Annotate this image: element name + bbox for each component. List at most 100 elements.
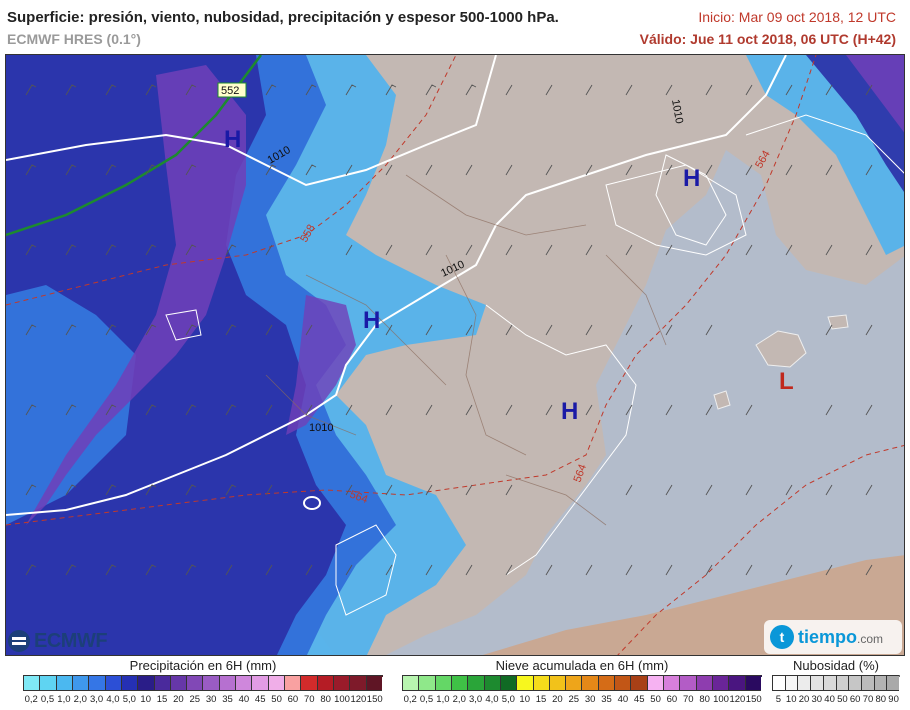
precip-legend-tick: 70 <box>304 694 315 705</box>
ecmwf-logo-text: ECMWF <box>34 629 108 652</box>
high-pressure-center: H <box>224 126 241 153</box>
precip-legend-tick: 120 <box>350 694 367 705</box>
snow-legend-swatch <box>581 675 598 691</box>
precip-legend-swatch <box>137 675 154 691</box>
snow-legend-swatch <box>711 675 729 691</box>
precip-legend-swatch <box>39 675 56 691</box>
snow-legend-tick: 30 <box>584 694 596 705</box>
snow-legend-swatch <box>695 675 712 691</box>
cloud-legend-tick: 40 <box>824 694 835 705</box>
cloud-legend-arrow <box>899 675 901 677</box>
precip-legend-swatch <box>153 675 170 691</box>
cloud-legend-swatch <box>848 675 861 691</box>
init-time: Inicio: Mar 09 oct 2018, 12 UTC <box>698 9 896 25</box>
snow-legend-swatch <box>418 675 435 691</box>
cloud-legend-swatch <box>784 675 798 691</box>
isobar-label: 1010 <box>669 98 685 124</box>
cloud-legend-swatch <box>835 675 849 691</box>
snow-legend-swatch <box>434 675 451 691</box>
snow-legend-tick: 120 <box>729 694 746 705</box>
precip-legend-swatch <box>23 675 40 691</box>
snow-legend-swatch <box>467 675 484 691</box>
precip-core <box>26 65 246 525</box>
precip-legend-tick: 80 <box>320 694 331 705</box>
isobar-1010-a <box>6 55 497 187</box>
tiempo-logo[interactable]: t tiempo.com <box>764 620 902 654</box>
cloud-legend-tick: 90 <box>888 694 899 705</box>
precip-legend-swatch <box>251 675 268 691</box>
snow-legend-tick: 20 <box>552 694 563 705</box>
snow-legend-tick: 50 <box>650 694 661 705</box>
snow-legend-swatch <box>597 675 615 691</box>
snow-legend-tick: 35 <box>601 694 612 705</box>
precip-legend-tick: 2,0 <box>73 694 87 705</box>
balearic-islands <box>755 330 807 368</box>
precip-legend-swatch <box>55 675 72 691</box>
snow-legend-swatch <box>402 675 419 691</box>
precip-legend-tick: 150 <box>366 694 383 705</box>
precip-legend-tick: 0,2 <box>24 694 38 705</box>
snow-legend-tick: 3,0 <box>469 694 483 705</box>
cloud-legend-swatch <box>822 675 836 691</box>
precip-legend-tick: 25 <box>189 694 201 705</box>
precip-legend-swatch <box>169 675 187 691</box>
snow-legend-swatch <box>516 675 533 691</box>
snow-legend-swatch <box>614 675 631 691</box>
snow-legend-swatch <box>663 675 680 691</box>
precip-legend-tick: 30 <box>205 694 217 705</box>
snow-legend-tick: 0,5 <box>419 694 434 705</box>
thickness-552-box: 552 <box>217 82 247 98</box>
snow-legend-tick: 15 <box>535 694 547 705</box>
precip-legend-tick: 1,0 <box>57 694 71 705</box>
snow-legend-swatch <box>499 675 517 691</box>
cloud-legend-swatch <box>860 675 874 691</box>
cloud-color-bar <box>772 675 901 691</box>
snow-ticks: 0,2 0,5 1,0 2,0 3,0 4,0 5,0 10 15 20 25 30 35 40 45 50 6… <box>402 694 762 705</box>
snow-legend-tick: 80 <box>699 694 710 705</box>
precip-legend-swatch <box>300 675 317 691</box>
precip-legend-swatch <box>104 675 121 691</box>
snow-legend-tick: 70 <box>683 694 694 705</box>
ecmwf-logo-icon <box>8 630 30 652</box>
precip-legend-swatch <box>88 675 105 691</box>
precip-legend-tick: 10 <box>140 694 151 705</box>
cloud-ticks: 5 10 20 30 40 50 60 70 80 90 <box>772 694 900 705</box>
cloud-legend-swatch <box>886 675 900 691</box>
precip-legend-arrow <box>381 675 383 677</box>
high-pressure-center: H <box>363 307 380 334</box>
cloud-legend-tick: 80 <box>875 694 887 705</box>
weather-map[interactable]: H H H H L 1010 1010 1010 1010 552 558 56… <box>5 54 905 656</box>
high-pressure-center: H <box>561 398 578 425</box>
tiempo-logo-text: tiempo <box>798 626 858 647</box>
snow-legend-tick: 150 <box>745 694 762 705</box>
cloud-legend-tick: 30 <box>811 694 823 705</box>
model-label: ECMWF HRES (0.1°) <box>7 31 141 47</box>
precip-color-bar <box>23 675 383 691</box>
snow-legend-swatch <box>744 675 761 691</box>
high-pressure-center: H <box>683 165 700 192</box>
snow-color-bar <box>402 675 762 691</box>
precip-legend-swatch <box>218 675 236 691</box>
precip-legend-tick: 4,0 <box>106 694 120 705</box>
precip-legend-tick: 5,0 <box>122 694 136 705</box>
thickness-label: 564 <box>572 463 590 484</box>
cloud-legend-tick: 50 <box>837 694 848 705</box>
map-canvas: H H H H L 1010 1010 1010 1010 552 558 56… <box>6 55 904 655</box>
valid-time: Válido: Jue 11 oct 2018, 06 UTC (H+42) <box>639 31 896 47</box>
snow-legend-tick: 0,2 <box>403 694 417 705</box>
ecmwf-logo: ECMWF <box>8 629 108 652</box>
precip-legend-swatch <box>284 675 301 691</box>
precip-legend-tick: 40 <box>238 694 250 705</box>
cloud-legend-tick: 60 <box>849 694 861 705</box>
snow-legend-swatch <box>483 675 500 691</box>
snow-legend-tick: 1,0 <box>436 694 450 705</box>
precip-legend-tick: 20 <box>173 694 184 705</box>
low-pressure-center: L <box>779 368 794 395</box>
snow-legend-tick: 25 <box>568 694 580 705</box>
precip-legend-title: Precipitación en 6H (mm) <box>129 658 277 673</box>
precip-legend-tick: 45 <box>254 694 266 705</box>
precip-legend-tick: 3,0 <box>90 694 104 705</box>
precip-legend-swatch <box>235 675 252 691</box>
snow-legend-swatch <box>450 675 468 691</box>
tiempo-logo-suffix: .com <box>857 631 884 646</box>
